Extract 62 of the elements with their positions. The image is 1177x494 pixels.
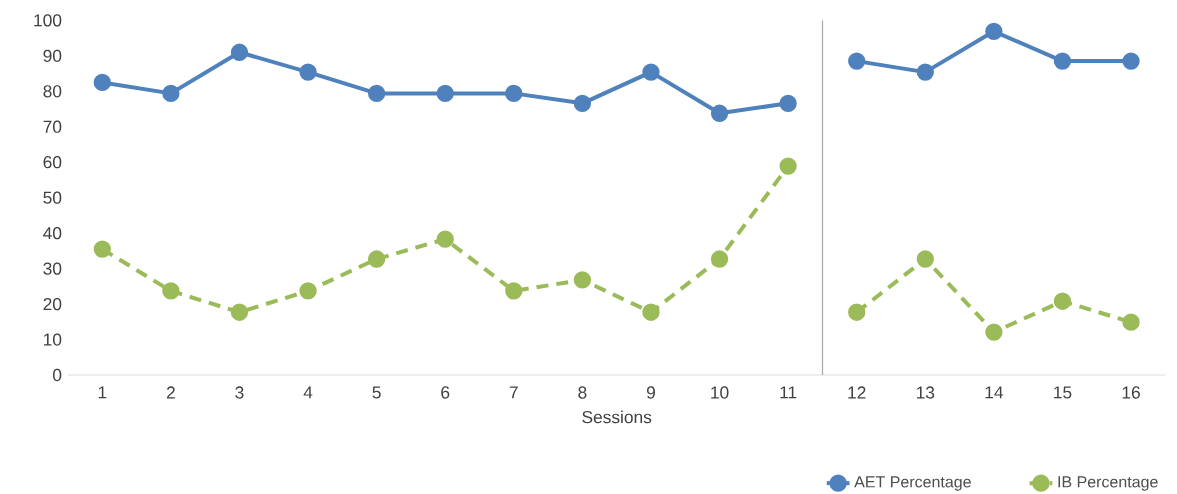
point [1122,52,1140,70]
point [779,157,797,175]
point [367,84,386,103]
y-tick-label: 70 [43,120,62,133]
x-tick-label: 9 [646,386,655,399]
point [985,323,1003,341]
x-tick-label: 15 [1054,386,1072,399]
point [916,63,934,81]
point [916,250,934,268]
x-tick-label: 13 [916,386,935,399]
legend-label: IB Percentage [1058,476,1158,491]
x-tick-label: 2 [166,386,175,399]
y-tick-label: 20 [43,297,62,311]
point [573,271,592,289]
point [848,303,866,321]
x-tick-label: 14 [985,386,1004,399]
point [93,240,111,258]
point [1122,313,1140,331]
point [162,84,180,103]
point [642,63,660,81]
x-tick-label: 11 [780,386,797,399]
x-tick-label: 6 [441,386,450,399]
point [1053,292,1072,310]
y-tick-label: 0 [52,368,62,382]
point [985,22,1003,40]
legend-label: AET Percentage [854,476,971,491]
point [710,104,729,122]
y-tick-label: 30 [43,262,62,275]
point [93,73,111,92]
point [642,303,660,321]
x-tick-label: 7 [509,386,518,399]
y-tick-label: 90 [43,49,62,62]
x-axis-title: Sessions [582,410,652,424]
y-tick-label: 10 [44,333,62,346]
y-tick-label: 80 [43,85,62,98]
x-tick-label: 16 [1122,386,1140,399]
point [230,43,249,61]
y-tick-label: 50 [43,191,62,204]
point [779,94,797,112]
y-tick-label: 40 [43,226,62,240]
x-tick-label: 12 [848,386,866,399]
point [505,84,523,103]
point [367,250,386,268]
point [299,282,317,300]
point [505,282,523,300]
point [436,230,454,248]
point [710,250,729,268]
point [573,94,592,112]
point [848,52,866,70]
point [299,63,317,81]
x-tick-label: 5 [372,386,381,399]
point [162,282,180,300]
point [436,84,454,103]
x-tick-label: 8 [578,386,587,399]
y-tick-label: 60 [43,156,62,169]
point [230,303,249,321]
x-tick-label: 10 [711,386,729,399]
x-tick-label: 4 [303,386,313,399]
y-tick-label: 100 [34,14,62,27]
x-tick-label: 3 [235,386,244,399]
point [1053,52,1072,70]
x-tick-label: 1 [98,386,107,399]
